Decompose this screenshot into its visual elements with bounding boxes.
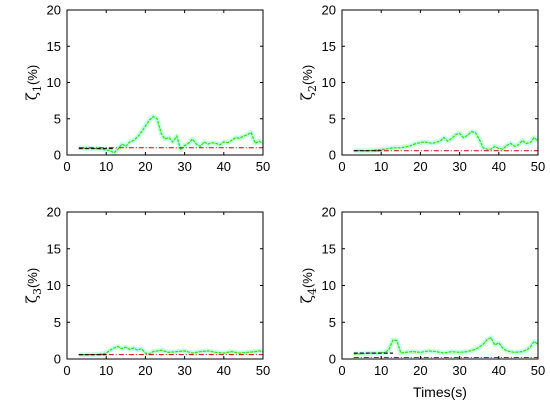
x-tick-label: 10 <box>99 363 113 378</box>
x-tick-label: 40 <box>217 363 231 378</box>
y-axis-label-subscript: 2 <box>306 85 319 92</box>
x-tick-label: 30 <box>452 363 466 378</box>
y-axis-label-symbol: ζ <box>298 92 316 100</box>
x-tick-label: 10 <box>374 159 388 174</box>
series-line-2 <box>353 131 539 152</box>
y-tick-label: 5 <box>54 111 61 126</box>
x-tick-label: 30 <box>177 363 191 378</box>
series-line-1 <box>353 129 540 154</box>
y-tick-label: 20 <box>47 205 61 220</box>
x-tick-label: 20 <box>138 159 152 174</box>
y-tick-label: 0 <box>329 148 336 163</box>
y-axis-label: ζ2(%) <box>298 65 319 100</box>
y-axis-label-symbol: ζ <box>298 295 316 303</box>
y-tick-label: 10 <box>47 278 61 293</box>
y-axis-label-symbol: ζ <box>23 92 41 100</box>
x-tick-label: 40 <box>492 363 506 378</box>
y-tick-label: 0 <box>54 148 61 163</box>
series-line-2 <box>353 336 539 355</box>
subplot-2: 0 10 20 30 40 50 0 5 10 15 20 ζ2(%) <box>298 3 545 175</box>
x-tick-label: 30 <box>177 159 191 174</box>
subplot-3: 0 10 20 30 40 50 0 5 10 15 20 ζ3(%) <box>23 205 270 379</box>
x-tick-label: 50 <box>256 363 270 378</box>
y-axis-label-unit: (%) <box>300 268 315 288</box>
y-axis-label-unit: (%) <box>300 65 315 85</box>
subplot-1: 0 10 20 30 40 50 0 5 10 15 20 ζ1(%) <box>23 3 270 175</box>
axes-box <box>341 211 539 360</box>
x-tick-label: 10 <box>99 159 113 174</box>
subplot-4: 0 10 20 30 40 50 0 5 10 15 20 ζ4(%) Times(s) <box>298 205 545 401</box>
x-tick-label: 0 <box>338 159 345 174</box>
y-axis-label-symbol: ζ <box>23 295 41 303</box>
x-tick-label: 0 <box>63 363 70 378</box>
y-tick-label: 15 <box>322 241 336 256</box>
x-tick-label: 20 <box>413 363 427 378</box>
y-axis-label-subscript: 4 <box>306 288 319 295</box>
y-tick-label: 20 <box>47 3 61 18</box>
y-tick-label: 5 <box>329 315 336 330</box>
y-axis-label-unit: (%) <box>25 65 40 85</box>
y-axis-label: ζ1(%) <box>23 65 44 100</box>
x-tick-label: 10 <box>374 363 388 378</box>
x-tick-label: 50 <box>256 159 270 174</box>
series-line-2 <box>78 115 264 154</box>
y-tick-label: 10 <box>322 278 336 293</box>
series-line-2 <box>78 345 264 356</box>
y-tick-label: 20 <box>322 205 336 220</box>
y-axis-label: ζ3(%) <box>23 268 44 303</box>
x-tick-label: 20 <box>138 363 152 378</box>
y-tick-label: 0 <box>329 352 336 367</box>
y-tick-label: 15 <box>47 39 61 54</box>
axes-box <box>66 9 264 156</box>
x-tick-label: 40 <box>217 159 231 174</box>
y-tick-label: 10 <box>322 75 336 90</box>
x-tick-label: 50 <box>531 363 545 378</box>
x-tick-label: 20 <box>413 159 427 174</box>
y-tick-label: 15 <box>322 39 336 54</box>
y-tick-label: 5 <box>54 315 61 330</box>
y-tick-label: 0 <box>54 352 61 367</box>
x-tick-label: 0 <box>63 159 70 174</box>
x-axis-label: Times(s) <box>413 384 467 400</box>
y-tick-label: 5 <box>329 111 336 126</box>
series-line-1 <box>78 344 264 358</box>
x-tick-label: 50 <box>531 159 545 174</box>
y-axis-label-subscript: 1 <box>31 85 44 92</box>
y-tick-label: 20 <box>322 3 336 18</box>
y-axis-label: ζ4(%) <box>298 268 319 303</box>
axes-box <box>341 9 539 156</box>
x-tick-label: 0 <box>338 363 345 378</box>
y-axis-label-unit: (%) <box>25 268 40 288</box>
x-tick-label: 40 <box>492 159 506 174</box>
x-tick-label: 30 <box>452 159 466 174</box>
axes-box <box>66 211 264 360</box>
y-axis-label-subscript: 3 <box>31 288 44 295</box>
y-tick-label: 10 <box>47 75 61 90</box>
y-tick-label: 15 <box>47 241 61 256</box>
